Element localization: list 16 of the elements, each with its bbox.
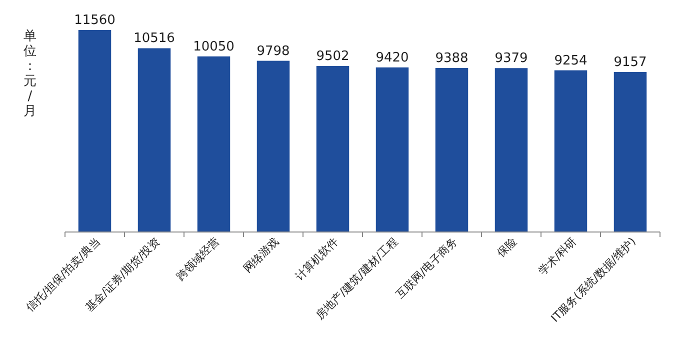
y-axis-title: 单位：元/月 [24, 29, 36, 119]
x-tick-label: 跨领域经营 [174, 234, 222, 284]
data-label: 9379 [494, 51, 528, 66]
x-tick-label: 学术/科研 [536, 234, 579, 278]
x-tick-label: 计算机软件 [292, 234, 341, 284]
data-label: 11560 [74, 13, 116, 28]
data-label: 10516 [134, 31, 175, 46]
data-label: 9254 [554, 53, 588, 68]
x-tick-label: 网络游戏 [241, 234, 282, 276]
data-label: 10050 [193, 39, 234, 54]
data-label: 9388 [435, 50, 468, 66]
x-tick-label: 保险 [494, 234, 520, 260]
data-label: 9798 [256, 44, 290, 59]
data-label: 9502 [316, 48, 350, 64]
data-label: 9157 [614, 54, 647, 70]
data-label: 9420 [376, 50, 409, 66]
